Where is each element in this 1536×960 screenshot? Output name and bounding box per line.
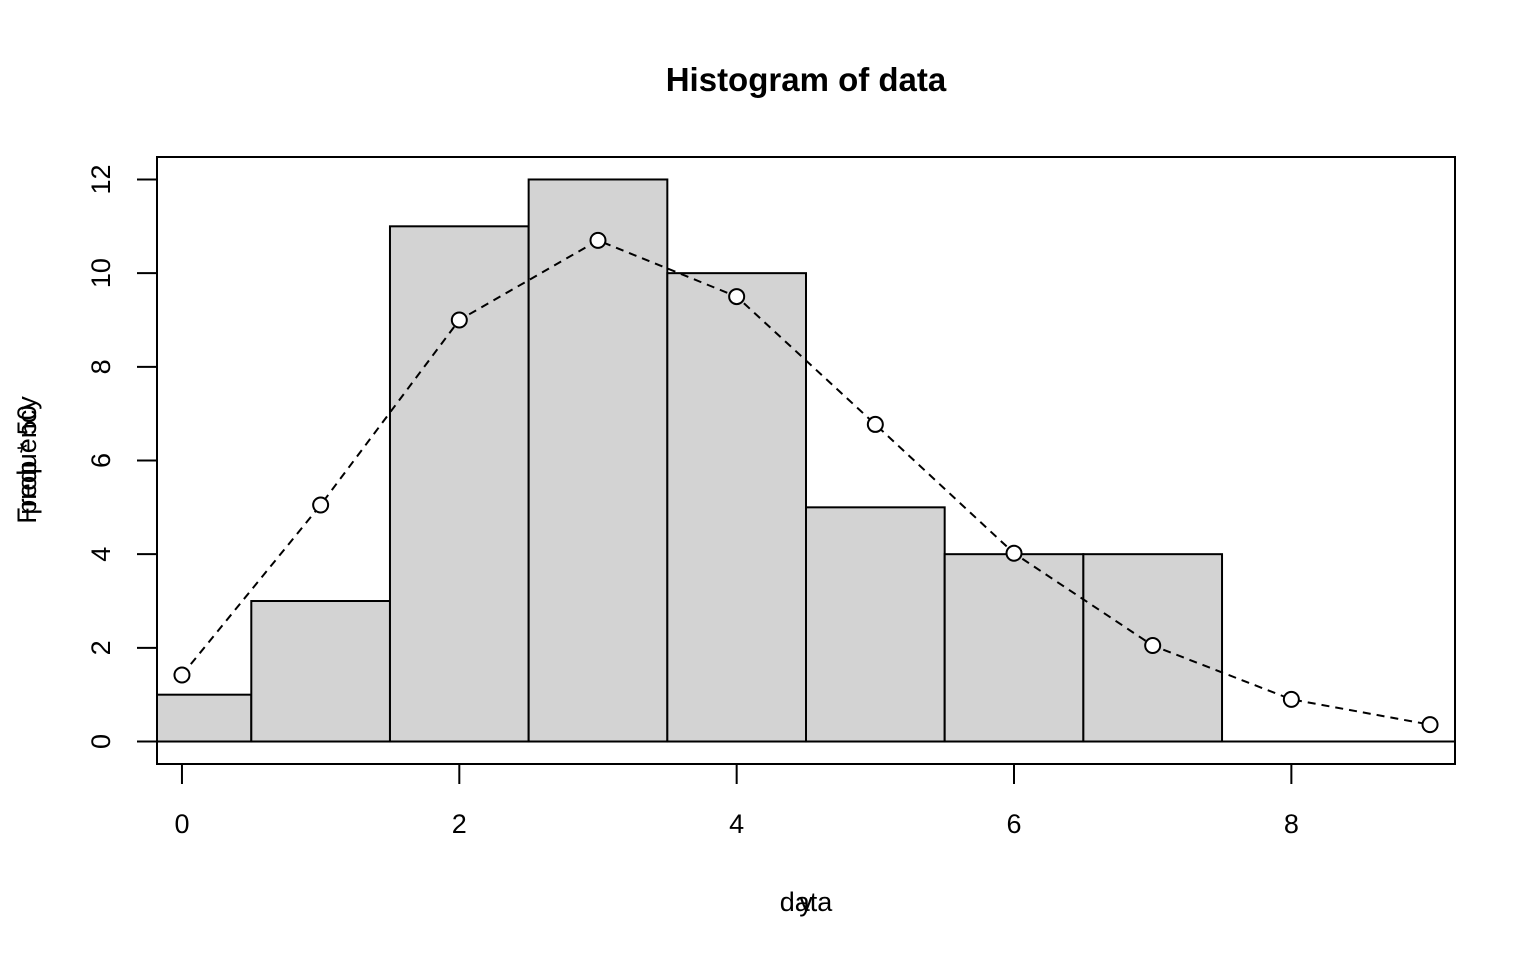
y-tick-label-12: 12 [86,164,116,194]
histogram-bar-0 [156,693,253,743]
y-tick-label-6: 6 [86,453,116,468]
histogram-bar-4 [666,272,807,743]
x-tick-label-8: 8 [1284,809,1299,839]
probability-point-4 [728,288,746,306]
histogram-bar-1 [250,600,391,743]
chart-title: Histogram of data [666,61,947,98]
y-tick-label-8: 8 [86,359,116,374]
x-axis-label-y: y [799,887,813,917]
y-tick-label-10: 10 [86,258,116,288]
x-axis-label-data: data [780,887,834,917]
histogram-bar-5 [805,506,946,743]
probability-curve-line [181,239,1431,726]
x-tick-label-4: 4 [729,809,744,839]
x-axis: 0 2 4 6 8 [174,763,1299,839]
x-tick-label-0: 0 [174,809,189,839]
y-axis-label-prob: prob * 50 [12,405,42,515]
histogram-bar-6 [943,553,1085,743]
probability-point-0 [173,666,191,684]
probability-point-7 [1144,637,1162,655]
probability-point-9 [1421,716,1439,734]
y-tick-label-0: 0 [86,734,116,749]
probability-point-2 [450,311,468,329]
probability-curve [173,231,1439,734]
probability-point-1 [312,496,330,514]
probability-point-6 [1005,544,1023,562]
x-tick-label-2: 2 [452,809,467,839]
probability-point-8 [1282,690,1300,708]
histogram-bars [156,178,1224,743]
y-axis-label-frequency: Frequency [12,396,42,524]
histogram-bar-2 [388,225,530,743]
y-tick-label-4: 4 [86,547,116,562]
y-tick-label-2: 2 [86,640,116,655]
probability-point-5 [866,415,884,433]
probability-point-3 [589,231,607,249]
histogram-bar-3 [527,178,669,743]
y-axis: 0 2 4 6 8 10 12 [86,164,158,749]
x-tick-label-6: 6 [1006,809,1021,839]
